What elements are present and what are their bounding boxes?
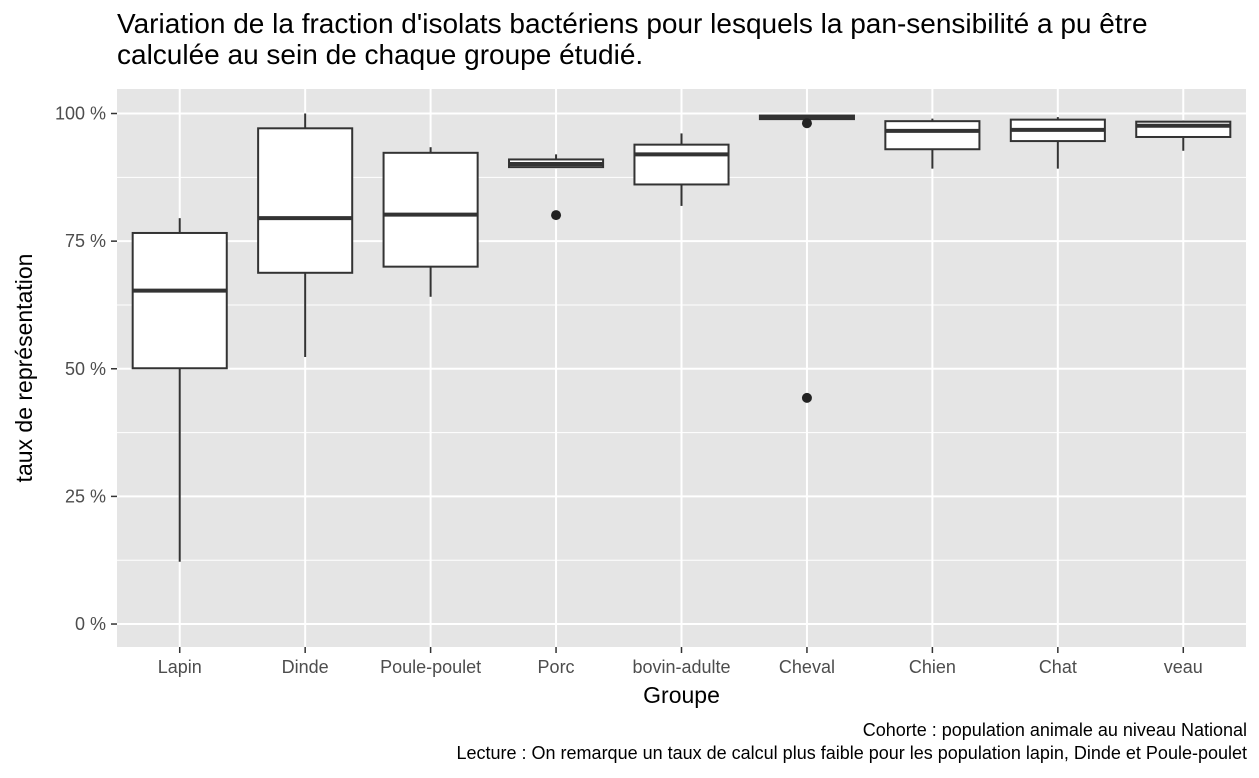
- y-tick-label: 0 %: [75, 614, 106, 634]
- chart-title: Variation de la fraction d'isolats bacté…: [117, 8, 1148, 70]
- box-dinde: [257, 127, 354, 274]
- x-tick-label: veau: [1164, 657, 1203, 677]
- x-tick-label: Chien: [909, 657, 956, 677]
- caption-cohorte: Cohorte : population animale au niveau N…: [862, 720, 1247, 740]
- x-tick-label: Chat: [1039, 657, 1077, 677]
- y-tick-label: 100 %: [55, 104, 106, 124]
- box-poule-poulet: [382, 151, 479, 268]
- x-tick-label: Cheval: [779, 657, 835, 677]
- outlier-point-porc: [551, 210, 562, 221]
- y-tick-label: 25 %: [65, 486, 106, 506]
- caption-lecture: Lecture : On remarque un taux de calcul …: [456, 743, 1248, 763]
- x-tick-label: Lapin: [158, 657, 202, 677]
- box-chien: [884, 120, 981, 151]
- x-tick-label: Porc: [538, 657, 575, 677]
- box-bovin-adulte: [633, 143, 730, 186]
- y-tick-label: 75 %: [65, 231, 106, 251]
- outlier-point-cheval: [801, 118, 812, 129]
- y-tick-label: 50 %: [65, 359, 106, 379]
- x-tick-label: Poule-poulet: [380, 657, 481, 677]
- box-lapin: [131, 231, 228, 370]
- x-tick-label: bovin-adulte: [632, 657, 730, 677]
- outlier-point-cheval: [801, 392, 812, 403]
- x-axis-title: Groupe: [643, 682, 720, 708]
- x-tick-label: Dinde: [282, 657, 329, 677]
- y-axis-title: taux de représentation: [11, 254, 37, 483]
